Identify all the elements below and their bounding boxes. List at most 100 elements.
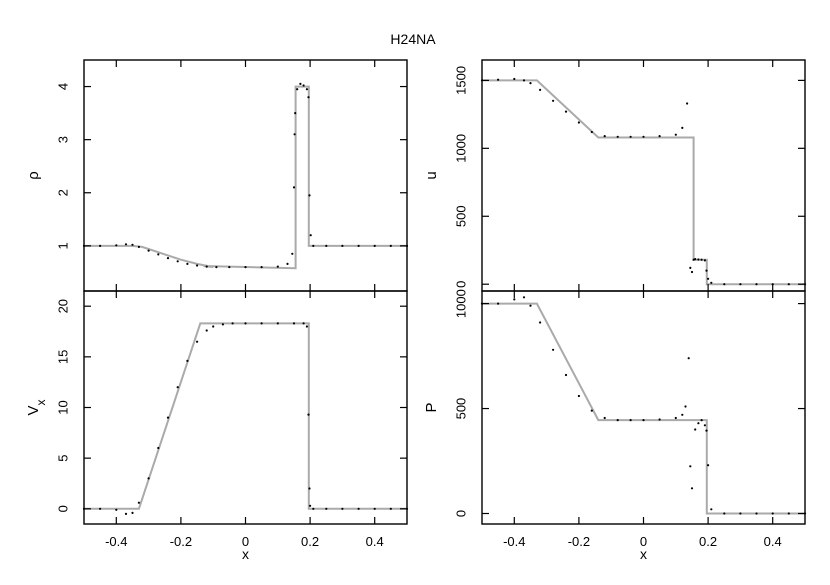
x-tick-label: 0.4 (366, 534, 384, 549)
y-tick-label: 500 (453, 205, 468, 227)
panel-top-right: 0 500 1000 1500 u (423, 59, 807, 292)
data-point (196, 340, 199, 343)
data-point (205, 329, 208, 332)
data-point (99, 244, 102, 247)
data-point (513, 298, 516, 301)
y-tick-label: 0 (453, 281, 468, 288)
data-point (690, 270, 694, 274)
y-tick-label: 1000 (453, 289, 468, 318)
data-point (260, 266, 263, 269)
data-point (590, 409, 593, 412)
analytic-line (84, 322, 407, 510)
data-point (244, 266, 247, 269)
data-point (137, 501, 140, 504)
data-point (642, 135, 645, 138)
data-point (771, 512, 774, 515)
data-point (658, 135, 661, 138)
data-point (341, 507, 344, 510)
data-point (755, 283, 758, 286)
data-point (642, 419, 645, 422)
plot-frame (83, 59, 408, 292)
data-point (697, 422, 700, 425)
data-point (703, 259, 707, 262)
data-point (690, 487, 694, 490)
data-point (312, 244, 315, 247)
data-point (700, 258, 703, 261)
data-point (373, 507, 376, 510)
data-point (296, 88, 299, 91)
x-tick-label: 0 (640, 534, 647, 549)
data-point (308, 194, 311, 197)
x-axis-label: x (242, 546, 249, 562)
data-point (292, 186, 296, 189)
data-point (710, 281, 713, 284)
data-point (302, 322, 305, 325)
data-point (689, 465, 692, 468)
y-axis-label: Vx (25, 399, 48, 415)
data-point (629, 419, 632, 422)
data-point (231, 322, 234, 325)
data-point (307, 96, 310, 99)
data-point (99, 507, 102, 510)
data-point (124, 243, 128, 246)
data-point (260, 322, 263, 325)
y-tick-label: 3 (55, 136, 70, 143)
y-axis-label: P (423, 402, 440, 412)
plot-frame (83, 290, 408, 525)
data-point (705, 269, 708, 272)
data-point (186, 262, 189, 265)
data-point (147, 249, 150, 252)
data-point (497, 302, 500, 305)
y-axis-label: u (423, 171, 440, 179)
data-point (357, 244, 360, 247)
data-point (689, 266, 692, 269)
data-point (687, 357, 690, 360)
data-point (522, 79, 526, 82)
data-point (710, 508, 713, 511)
data-point (603, 135, 606, 138)
data-point (705, 429, 708, 432)
data-point (658, 418, 661, 421)
data-point (539, 88, 542, 91)
data-point (513, 77, 516, 81)
data-point (529, 304, 532, 307)
x-tick-label: -0.4 (105, 534, 127, 549)
data-point (603, 416, 606, 420)
data-point (157, 253, 160, 256)
y-tick-label: 2 (55, 189, 70, 196)
data-point (166, 257, 170, 260)
data-point (577, 394, 581, 398)
y-tick-label: 0 (55, 505, 70, 512)
data-point (276, 322, 279, 325)
data-point (529, 82, 532, 85)
panel-bottom-left: -0.4 -0.2 0 0.2 0.4 0 5 10 15 20 Vx x (25, 290, 409, 562)
panel-bottom-right: -0.4 -0.2 0 0.2 0.4 0 500 1000 Px (423, 289, 807, 562)
data-point (684, 405, 687, 408)
data-point (294, 112, 297, 115)
data-point (564, 110, 568, 113)
x-tick-label: 0.4 (764, 534, 782, 549)
data-point (590, 130, 593, 134)
data-point (196, 264, 199, 267)
data-point (681, 126, 684, 129)
panels: 1 2 3 4 ρ 0 500 1000 1500 u -0.4 -0.2 0 0.2 0.4 0 5 10 15 2… (25, 59, 807, 562)
data-point (291, 252, 294, 255)
data-point (723, 512, 726, 515)
y-tick-label: 1000 (453, 134, 468, 163)
data-point (276, 265, 279, 268)
x-axis-label: x (640, 546, 647, 562)
y-tick-label: 5 (55, 455, 70, 462)
y-tick-label: 10 (55, 400, 70, 414)
data-point (325, 244, 328, 247)
data-point (299, 82, 302, 85)
data-point (739, 283, 742, 286)
chart-title: H24NA (390, 31, 436, 47)
data-point (539, 321, 542, 324)
y-tick-label: 0 (453, 510, 468, 517)
data-point (115, 244, 118, 247)
y-tick-label: 500 (453, 398, 468, 420)
data-point (124, 512, 128, 516)
data-point (293, 133, 296, 136)
data-point (312, 507, 315, 510)
